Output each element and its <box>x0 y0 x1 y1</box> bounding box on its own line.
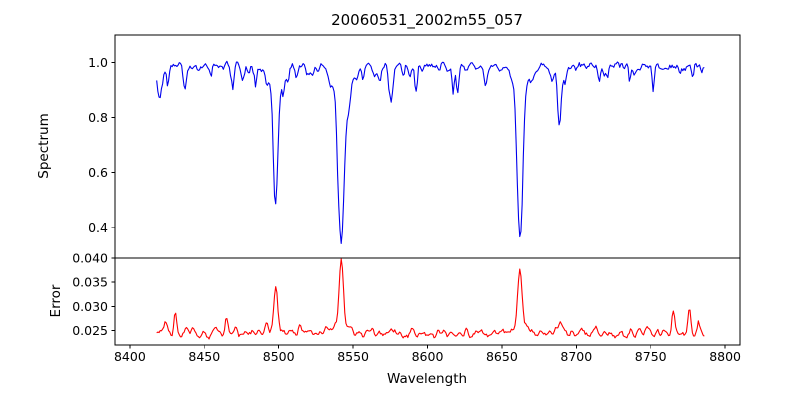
error-panel-frame <box>114 257 741 346</box>
y-axis-label-spectrum: Spectrum <box>36 113 52 178</box>
plot-layer <box>156 60 705 340</box>
y-tick-label: 0.035 <box>72 275 108 290</box>
y-axis-label-error: Error <box>48 284 64 317</box>
y-tick-label: 0.030 <box>72 299 108 314</box>
spectrum-line <box>156 60 705 244</box>
x-tick-label: 8450 <box>188 349 220 364</box>
frame-layer: 0.4 0.6 0.8 1.0 0.025 0.030 0.035 0.040 8400 8450… <box>72 34 741 364</box>
y-tick-label: 0.4 <box>88 220 108 235</box>
x-tick-label: 8700 <box>560 349 592 364</box>
y-tick-label: 0.8 <box>88 110 108 125</box>
x-axis-label: Wavelength <box>387 371 467 387</box>
x-tick-label: 8800 <box>709 349 741 364</box>
x-tick-label: 8400 <box>114 349 146 364</box>
x-tick-label: 8650 <box>486 349 518 364</box>
chart-title: 20060531_2002m55_057 <box>331 11 523 30</box>
x-tick-label: 8500 <box>263 349 295 364</box>
x-tick-label: 8750 <box>635 349 667 364</box>
y-tick-label: 0.040 <box>72 251 108 266</box>
y-tick-label: 0.025 <box>72 323 108 338</box>
x-tick-label: 8600 <box>412 349 444 364</box>
y-tick-label: 0.6 <box>88 165 108 180</box>
error-line <box>156 258 705 340</box>
y-tick-label: 1.0 <box>88 55 108 70</box>
x-tick-label: 8550 <box>337 349 369 364</box>
